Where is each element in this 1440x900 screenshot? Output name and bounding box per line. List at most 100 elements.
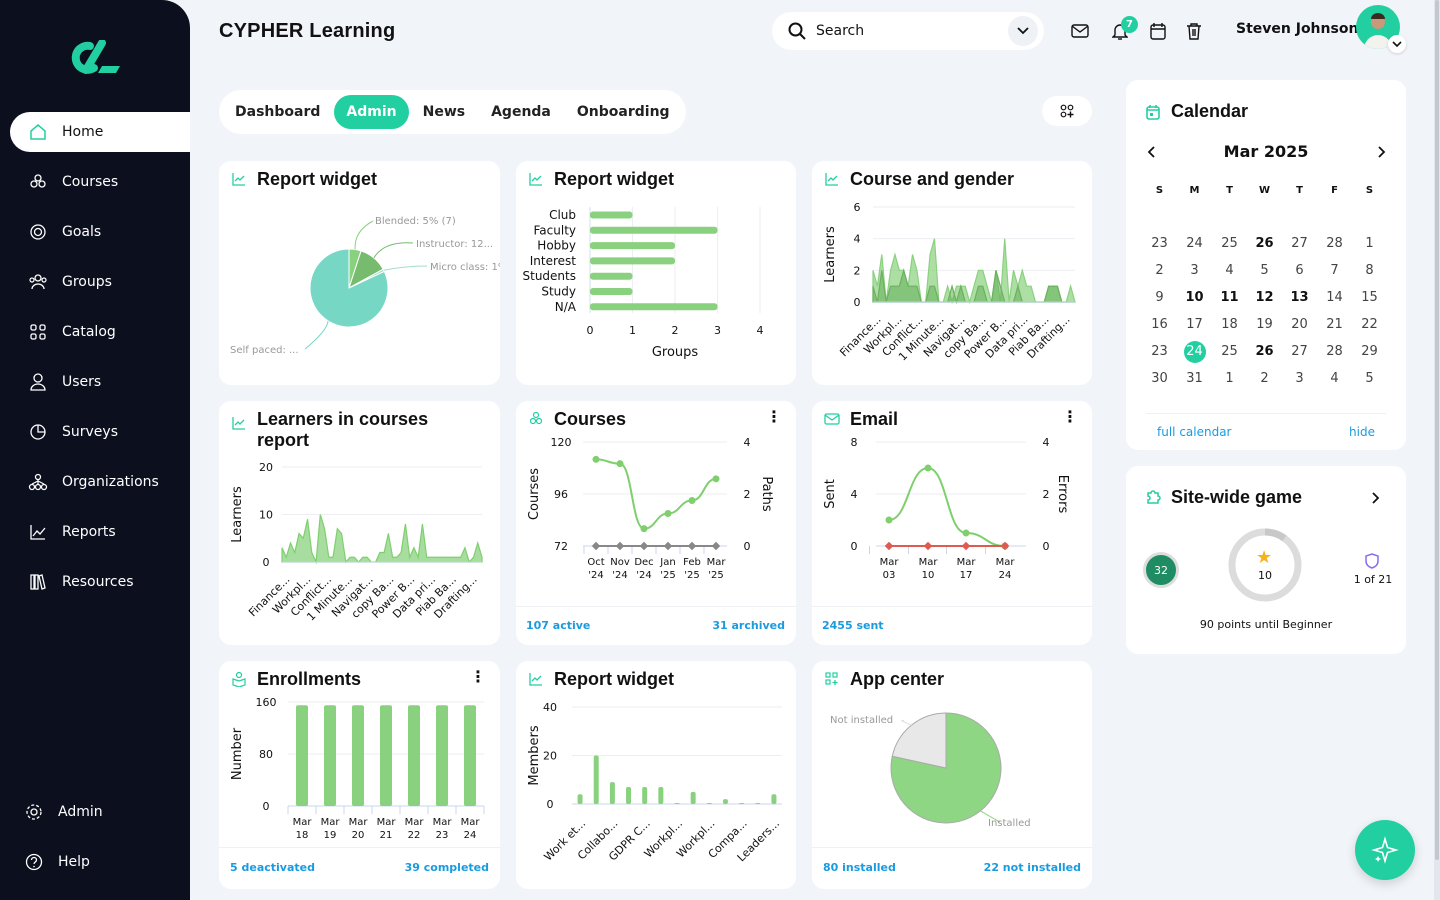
calendar-day[interactable]: 26 [1255, 236, 1274, 251]
player-avatar[interactable]: 32 [1143, 552, 1179, 588]
sidebar-item-organizations[interactable]: Organizations [10, 462, 190, 502]
calendar-day[interactable]: 5 [1365, 371, 1374, 386]
add-widget-button[interactable] [1042, 96, 1092, 126]
calendar-day[interactable]: 7 [1330, 263, 1339, 278]
today-marker[interactable]: 24 [1183, 341, 1206, 363]
calendar-day[interactable]: 21 [1326, 317, 1343, 332]
calendar-day[interactable]: 12 [1255, 290, 1274, 305]
calendar-day[interactable]: 25 [1221, 236, 1238, 251]
sidebar-item-reports[interactable]: Reports [10, 512, 190, 552]
data-point[interactable] [924, 464, 932, 472]
data-point[interactable] [884, 541, 894, 551]
tab-agenda[interactable]: Agenda [491, 104, 551, 120]
bar[interactable] [590, 257, 675, 265]
calendar-day[interactable]: 17 [1186, 317, 1203, 332]
trash-button[interactable] [1183, 20, 1205, 42]
calendar-day[interactable]: 18 [1221, 317, 1238, 332]
area-series[interactable] [281, 514, 483, 565]
data-point[interactable] [592, 455, 600, 463]
calendar-day[interactable]: 25 [1221, 344, 1238, 359]
calendar-button[interactable] [1147, 20, 1169, 42]
calendar-day[interactable]: 4 [1330, 371, 1339, 386]
calendar-day[interactable]: 23 [1151, 236, 1168, 251]
sidebar-item-resources[interactable]: Resources [10, 562, 190, 602]
calendar-day[interactable]: 31 [1186, 371, 1203, 386]
bar[interactable] [408, 705, 420, 806]
bar[interactable] [590, 226, 718, 234]
active-courses-link[interactable]: 107 active [526, 619, 591, 632]
tab-onboarding[interactable]: Onboarding [576, 104, 670, 120]
data-point[interactable] [688, 497, 696, 504]
archived-courses-link[interactable]: 31 archived [712, 619, 785, 632]
ai-assistant-button[interactable] [1355, 820, 1415, 880]
bar[interactable] [324, 705, 336, 806]
bar[interactable] [706, 803, 712, 804]
prev-month-button[interactable] [1146, 146, 1156, 158]
data-point[interactable] [663, 541, 673, 551]
calendar-day[interactable]: 22 [1361, 317, 1378, 332]
not-installed-apps-link[interactable]: 22 not installed [983, 861, 1081, 874]
calendar-day[interactable]: 27 [1291, 344, 1308, 359]
calendar-day[interactable]: 15 [1361, 290, 1378, 305]
data-point[interactable] [1000, 541, 1010, 551]
more-options-button[interactable]: ⋮ [1062, 407, 1078, 426]
installed-apps-link[interactable]: 80 installed [823, 861, 896, 874]
tab-admin[interactable]: Admin [334, 95, 409, 129]
calendar-day[interactable]: 3 [1295, 371, 1304, 386]
sidebar-item-surveys[interactable]: Surveys [10, 412, 190, 452]
bar[interactable] [590, 303, 718, 311]
more-options-button[interactable]: ⋮ [766, 407, 782, 426]
sidebar-item-users[interactable]: Users [10, 362, 190, 402]
calendar-day[interactable]: 26 [1255, 344, 1274, 359]
data-point[interactable] [687, 541, 697, 551]
calendar-day[interactable]: 20 [1291, 317, 1308, 332]
sidebar-item-groups[interactable]: Groups [10, 262, 190, 302]
bar[interactable] [590, 288, 633, 295]
bar[interactable] [352, 705, 364, 806]
calendar-day[interactable]: 2 [1155, 263, 1164, 278]
bar[interactable] [296, 705, 308, 806]
completed-link[interactable]: 39 completed [404, 861, 489, 874]
sidebar-item-goals[interactable]: Goals [10, 212, 190, 252]
calendar-day[interactable]: 2 [1260, 371, 1269, 386]
sent-emails-link[interactable]: 2455 sent [822, 619, 884, 632]
sidebar-item-admin[interactable]: Admin [6, 792, 186, 832]
bar[interactable] [590, 242, 675, 250]
user-avatar[interactable] [1356, 5, 1400, 49]
calendar-day[interactable]: 29 [1361, 344, 1378, 359]
bar[interactable] [755, 803, 761, 804]
bar[interactable] [674, 803, 680, 804]
calendar-day[interactable]: 3 [1190, 263, 1199, 278]
chevron-right-icon[interactable] [1371, 491, 1381, 505]
deactivated-link[interactable]: 5 deactivated [230, 861, 315, 874]
hide-calendar-link[interactable]: hide [1349, 425, 1375, 439]
bar[interactable] [626, 787, 632, 804]
calendar-day[interactable]: 11 [1220, 290, 1239, 305]
search-input[interactable]: Search [816, 23, 865, 39]
data-point[interactable] [712, 475, 720, 483]
next-month-button[interactable] [1377, 146, 1387, 158]
calendar-day[interactable]: 9 [1155, 290, 1164, 305]
calendar-day[interactable]: 16 [1151, 317, 1168, 332]
bar[interactable] [739, 803, 745, 804]
calendar-day[interactable]: 28 [1326, 236, 1343, 251]
search-dropdown-button[interactable] [1008, 16, 1038, 46]
bar[interactable] [436, 705, 448, 806]
data-point[interactable] [923, 541, 933, 551]
calendar-day[interactable]: 1 [1365, 236, 1374, 251]
calendar-day[interactable]: 28 [1326, 344, 1343, 359]
more-options-button[interactable]: ⋮ [470, 667, 486, 686]
calendar-day[interactable]: 6 [1295, 263, 1304, 278]
calendar-day[interactable]: 1 [1225, 371, 1234, 386]
data-point[interactable] [640, 525, 648, 533]
bar[interactable] [642, 787, 648, 804]
pie-slice[interactable] [891, 712, 947, 769]
pie-slice[interactable] [309, 248, 389, 328]
sidebar-item-help[interactable]: Help [6, 842, 186, 882]
calendar-day[interactable]: 30 [1151, 371, 1168, 386]
bar[interactable] [658, 787, 664, 804]
sidebar-item-courses[interactable]: Courses [10, 162, 190, 202]
sidebar-item-catalog[interactable]: Catalog [10, 312, 190, 352]
bar[interactable] [593, 755, 599, 805]
bar[interactable] [771, 794, 777, 804]
